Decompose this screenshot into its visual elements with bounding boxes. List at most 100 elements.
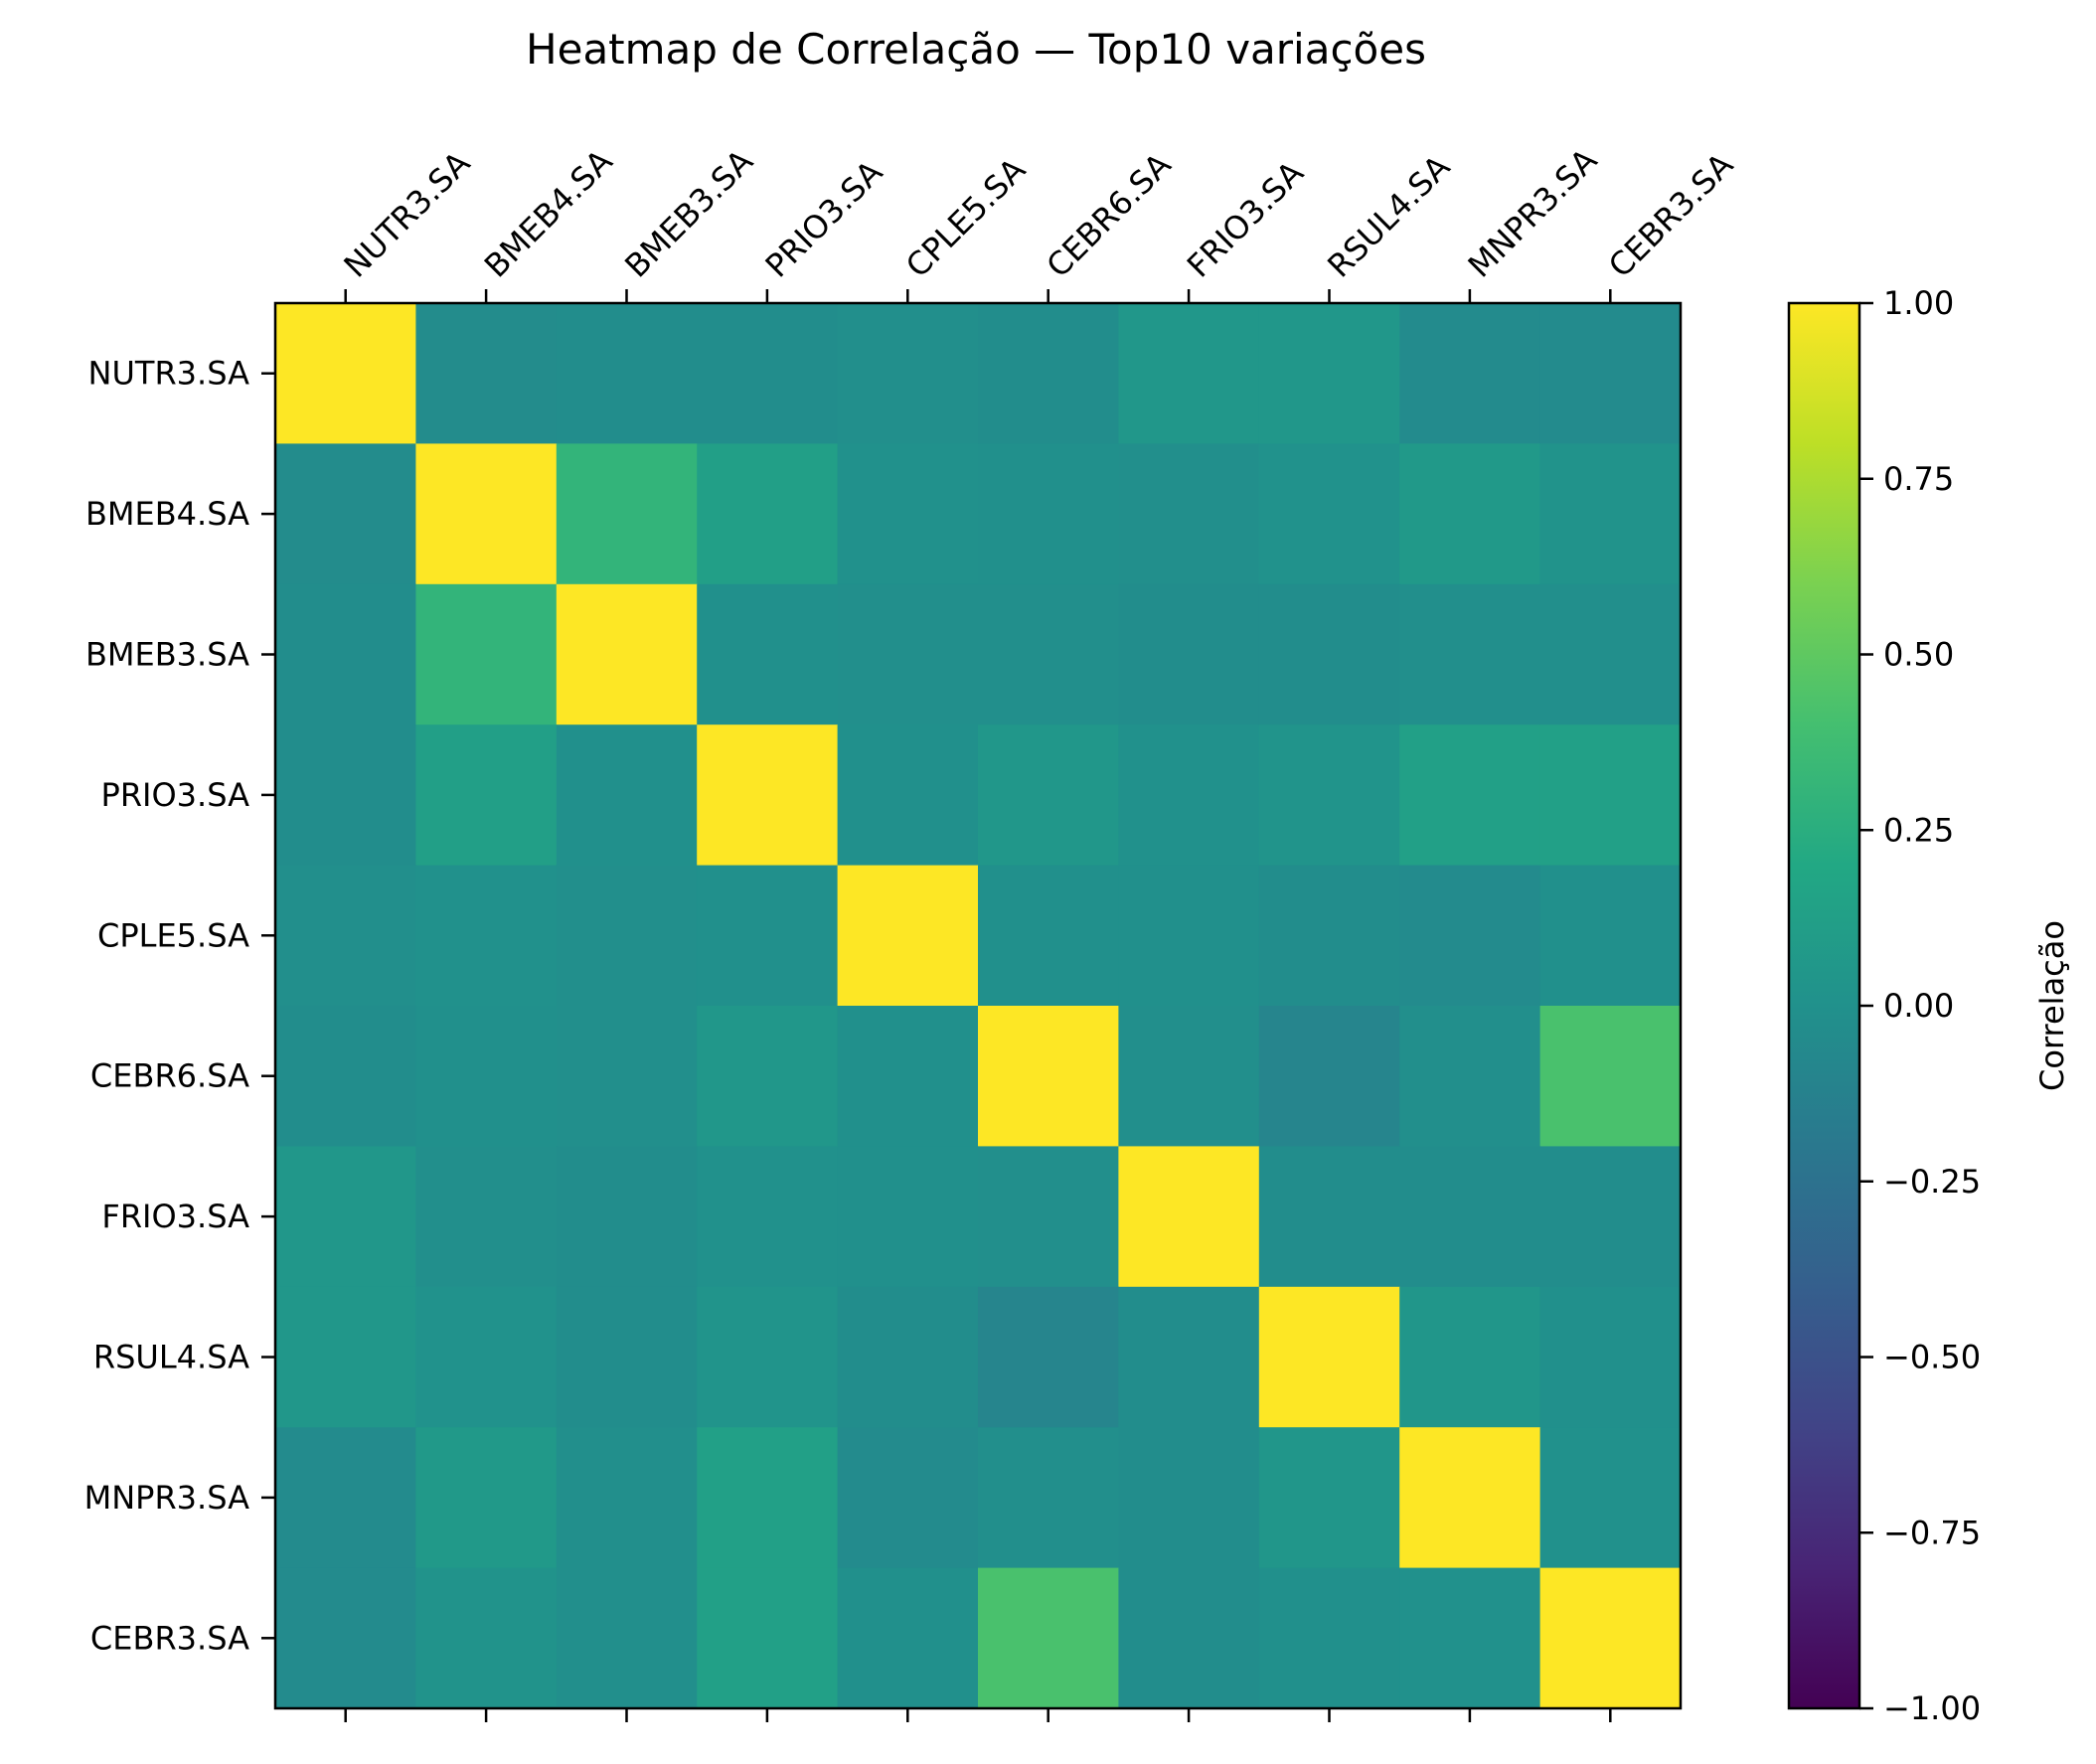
heatmap-cell-CEBR3.SA-CPLE5.SA	[837, 1567, 979, 1709]
colorbar-tick-label: 0.00	[1883, 987, 1954, 1025]
heatmap-cell-CEBR3.SA-NUTR3.SA	[275, 1567, 416, 1709]
heatmap-cell-CPLE5.SA-NUTR3.SA	[275, 865, 416, 1007]
heatmap-cell-FRIO3.SA-CEBR3.SA	[1539, 1146, 1682, 1288]
heatmap-cell-BMEB4.SA-MNPR3.SA	[1399, 443, 1541, 585]
heatmap-cell-PRIO3.SA-CEBR6.SA	[978, 724, 1119, 867]
chart-title: Heatmap de Correlação — Top10 variações	[526, 25, 1426, 74]
heatmap-cell-CEBR6.SA-NUTR3.SA	[275, 1006, 416, 1147]
x-tick-label: PRIO3.SA	[758, 153, 890, 285]
x-tick-label: CEBR3.SA	[1601, 146, 1740, 285]
heatmap-cell-MNPR3.SA-CEBR3.SA	[1539, 1427, 1682, 1569]
heatmap-cell-BMEB3.SA-CEBR3.SA	[1539, 583, 1682, 725]
heatmap-cell-CEBR3.SA-RSUL4.SA	[1258, 1567, 1400, 1709]
heatmap-cell-BMEB3.SA-CEBR6.SA	[978, 583, 1119, 725]
heatmap-cell-MNPR3.SA-PRIO3.SA	[697, 1427, 839, 1569]
heatmap-cell-RSUL4.SA-CPLE5.SA	[837, 1286, 979, 1428]
heatmap-cell-PRIO3.SA-FRIO3.SA	[1118, 724, 1260, 867]
heatmap-cell-CEBR6.SA-PRIO3.SA	[697, 1006, 839, 1147]
colorbar-tick-label: 1.00	[1883, 284, 1954, 322]
heatmap-cell-NUTR3.SA-CEBR3.SA	[1539, 303, 1682, 444]
y-tick-label: CPLE5.SA	[97, 916, 249, 954]
heatmap-cell-RSUL4.SA-BMEB3.SA	[556, 1286, 698, 1428]
heatmap-cell-BMEB4.SA-NUTR3.SA	[275, 443, 416, 585]
heatmap-cell-FRIO3.SA-BMEB3.SA	[556, 1146, 698, 1288]
y-tick-label: BMEB3.SA	[85, 636, 249, 674]
heatmap-cell-FRIO3.SA-CPLE5.SA	[837, 1146, 979, 1288]
heatmap-cell-NUTR3.SA-RSUL4.SA	[1258, 303, 1400, 444]
colorbar-tick-label: −0.25	[1883, 1163, 1981, 1201]
heatmap-cell-BMEB4.SA-BMEB4.SA	[415, 443, 558, 585]
heatmap-cell-RSUL4.SA-NUTR3.SA	[275, 1286, 416, 1428]
heatmap-cell-NUTR3.SA-FRIO3.SA	[1118, 303, 1260, 444]
y-axis: NUTR3.SA BMEB4.SA BMEB3.SA PRIO3.SA CPLE5.SA…	[84, 355, 275, 1657]
colorbar-tick-label: −1.00	[1883, 1689, 1981, 1727]
heatmap-cell-FRIO3.SA-BMEB4.SA	[415, 1146, 558, 1288]
heatmap-cell-CPLE5.SA-BMEB4.SA	[415, 865, 558, 1007]
colorbar: 1.00 0.75 0.50 0.25 0.00 −0.25 −0.50 −0.75 −1.00…	[1787, 284, 2071, 1727]
heatmap-cell-BMEB4.SA-BMEB3.SA	[556, 443, 698, 585]
heatmap-cell-RSUL4.SA-CEBR6.SA	[978, 1286, 1119, 1428]
colorbar-tick-label: 0.25	[1883, 811, 1954, 849]
colorbar-tick-label: −0.75	[1883, 1514, 1981, 1551]
heatmap-cell-BMEB3.SA-BMEB3.SA	[556, 583, 698, 725]
heatmap-cell-NUTR3.SA-BMEB4.SA	[415, 303, 558, 444]
x-tick-label: BMEB4.SA	[477, 142, 620, 285]
heatmap-cell-CEBR6.SA-MNPR3.SA	[1399, 1006, 1541, 1147]
heatmap-cell-MNPR3.SA-MNPR3.SA	[1399, 1427, 1541, 1569]
heatmap-cell-CEBR3.SA-FRIO3.SA	[1118, 1567, 1260, 1709]
heatmap-cell-BMEB3.SA-MNPR3.SA	[1399, 583, 1541, 725]
y-tick-label: MNPR3.SA	[84, 1479, 250, 1517]
heatmap-cell-CEBR3.SA-BMEB4.SA	[415, 1567, 558, 1709]
x-tick-label: FRIO3.SA	[1180, 154, 1311, 285]
y-tick-label: BMEB4.SA	[85, 495, 249, 533]
y-tick-label: RSUL4.SA	[93, 1339, 249, 1376]
heatmap-cell-MNPR3.SA-RSUL4.SA	[1258, 1427, 1400, 1569]
heatmap-cell-NUTR3.SA-MNPR3.SA	[1399, 303, 1541, 444]
heatmap-cell-FRIO3.SA-FRIO3.SA	[1118, 1146, 1260, 1288]
heatmap-cell-BMEB4.SA-PRIO3.SA	[697, 443, 839, 585]
heatmap-cell-BMEB4.SA-RSUL4.SA	[1258, 443, 1400, 585]
heatmap-cell-CEBR3.SA-MNPR3.SA	[1399, 1567, 1541, 1709]
heatmap-cell-FRIO3.SA-PRIO3.SA	[697, 1146, 839, 1288]
heatmap-cell-RSUL4.SA-MNPR3.SA	[1399, 1286, 1541, 1428]
heatmap-cell-RSUL4.SA-BMEB4.SA	[415, 1286, 558, 1428]
heatmap-cell-MNPR3.SA-NUTR3.SA	[275, 1427, 416, 1569]
heatmap-cell-MNPR3.SA-CEBR6.SA	[978, 1427, 1119, 1569]
colorbar-gradient	[1787, 301, 1861, 1710]
heatmap-cell-CEBR6.SA-CPLE5.SA	[837, 1006, 979, 1147]
heatmap-cell-FRIO3.SA-MNPR3.SA	[1399, 1146, 1541, 1288]
heatmap-cell-RSUL4.SA-FRIO3.SA	[1118, 1286, 1260, 1428]
heatmap-cell-PRIO3.SA-PRIO3.SA	[697, 724, 839, 867]
heatmap-cell-CEBR6.SA-FRIO3.SA	[1118, 1006, 1260, 1147]
heatmap-cell-BMEB4.SA-CEBR6.SA	[978, 443, 1119, 585]
x-tick-label: NUTR3.SA	[336, 144, 477, 285]
heatmap-cell-PRIO3.SA-NUTR3.SA	[275, 724, 416, 867]
heatmap-cell-MNPR3.SA-CPLE5.SA	[837, 1427, 979, 1569]
heatmap-cell-CEBR3.SA-PRIO3.SA	[697, 1567, 839, 1709]
heatmap-cell-CEBR6.SA-CEBR3.SA	[1539, 1006, 1682, 1147]
heatmap-cell-NUTR3.SA-CEBR6.SA	[978, 303, 1119, 444]
heatmap-cell-PRIO3.SA-RSUL4.SA	[1258, 724, 1400, 867]
heatmap-cell-BMEB4.SA-CEBR3.SA	[1539, 443, 1682, 585]
y-tick-label: FRIO3.SA	[101, 1198, 249, 1235]
heatmap-cell-PRIO3.SA-CPLE5.SA	[837, 724, 979, 867]
colorbar-tick-label: 0.50	[1883, 636, 1954, 674]
heatmap-cell-BMEB3.SA-CPLE5.SA	[837, 583, 979, 725]
x-tick-label: BMEB3.SA	[617, 142, 760, 285]
colorbar-tick-label: −0.50	[1883, 1339, 1981, 1376]
heatmap-cell-BMEB4.SA-CPLE5.SA	[837, 443, 979, 585]
heatmap-cell-NUTR3.SA-PRIO3.SA	[697, 303, 839, 444]
heatmap-cell-RSUL4.SA-CEBR3.SA	[1539, 1286, 1682, 1428]
heatmap-cell-CPLE5.SA-RSUL4.SA	[1258, 865, 1400, 1007]
heatmap-cell-MNPR3.SA-BMEB3.SA	[556, 1427, 698, 1569]
y-tick-label: NUTR3.SA	[88, 355, 250, 393]
colorbar-label: Correlação	[2033, 920, 2071, 1091]
colorbar-ticks: 1.00 0.75 0.50 0.25 0.00 −0.25 −0.50 −0.75 −1.00	[1859, 284, 1981, 1727]
heatmap-cell-CPLE5.SA-BMEB3.SA	[556, 865, 698, 1007]
heatmap-cell-BMEB3.SA-FRIO3.SA	[1118, 583, 1260, 725]
plot-frame	[273, 301, 1683, 1710]
heatmap-cell-CEBR6.SA-CEBR6.SA	[978, 1006, 1119, 1147]
heatmap-cell-CPLE5.SA-PRIO3.SA	[697, 865, 839, 1007]
